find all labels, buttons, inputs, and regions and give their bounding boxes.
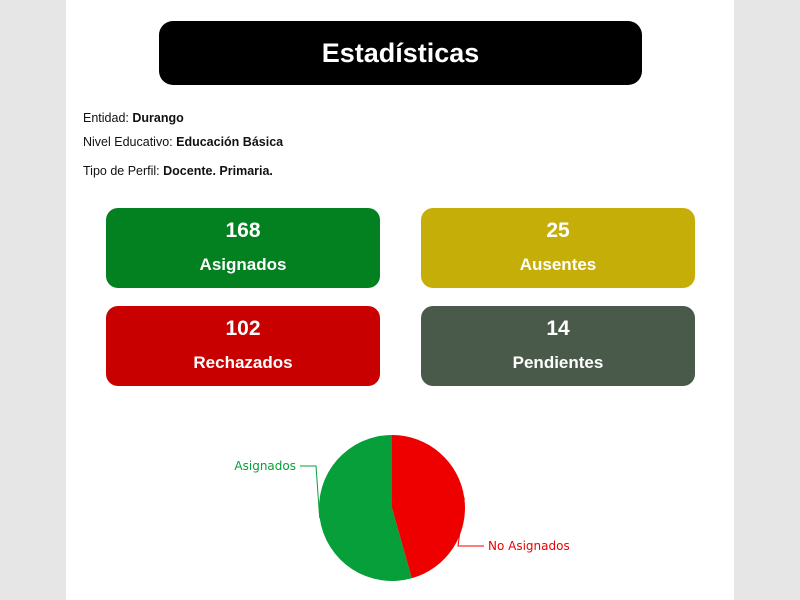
pendientes-count: 14 [421, 317, 695, 341]
info-nivel-educativo: Nivel Educativo: Educación Básica [83, 135, 283, 149]
page-title-bar: Estadísticas [159, 21, 642, 85]
stat-card-asignados[interactable]: 168 Asignados [106, 208, 380, 288]
asignados-count: 168 [106, 219, 380, 243]
ausentes-label: Ausentes [421, 255, 695, 275]
entidad-value: Durango [132, 111, 183, 125]
info-entidad: Entidad: Durango [83, 111, 184, 125]
content-page [66, 0, 734, 600]
nivel-educativo-label: Nivel Educativo: [83, 135, 173, 149]
nivel-educativo-value: Educación Básica [176, 135, 283, 149]
asignados-label: Asignados [106, 255, 380, 275]
stat-card-pendientes[interactable]: 14 Pendientes [421, 306, 695, 386]
tipo-perfil-value: Docente. Primaria. [163, 164, 273, 178]
stat-card-rechazados[interactable]: 102 Rechazados [106, 306, 380, 386]
info-tipo-perfil: Tipo de Perfil: Docente. Primaria. [83, 164, 273, 178]
entidad-label: Entidad: [83, 111, 129, 125]
tipo-perfil-label: Tipo de Perfil: [83, 164, 160, 178]
ausentes-count: 25 [421, 219, 695, 243]
stat-card-ausentes[interactable]: 25 Ausentes [421, 208, 695, 288]
page-title: Estadísticas [322, 38, 480, 69]
rechazados-label: Rechazados [106, 353, 380, 373]
rechazados-count: 102 [106, 317, 380, 341]
pendientes-label: Pendientes [421, 353, 695, 373]
